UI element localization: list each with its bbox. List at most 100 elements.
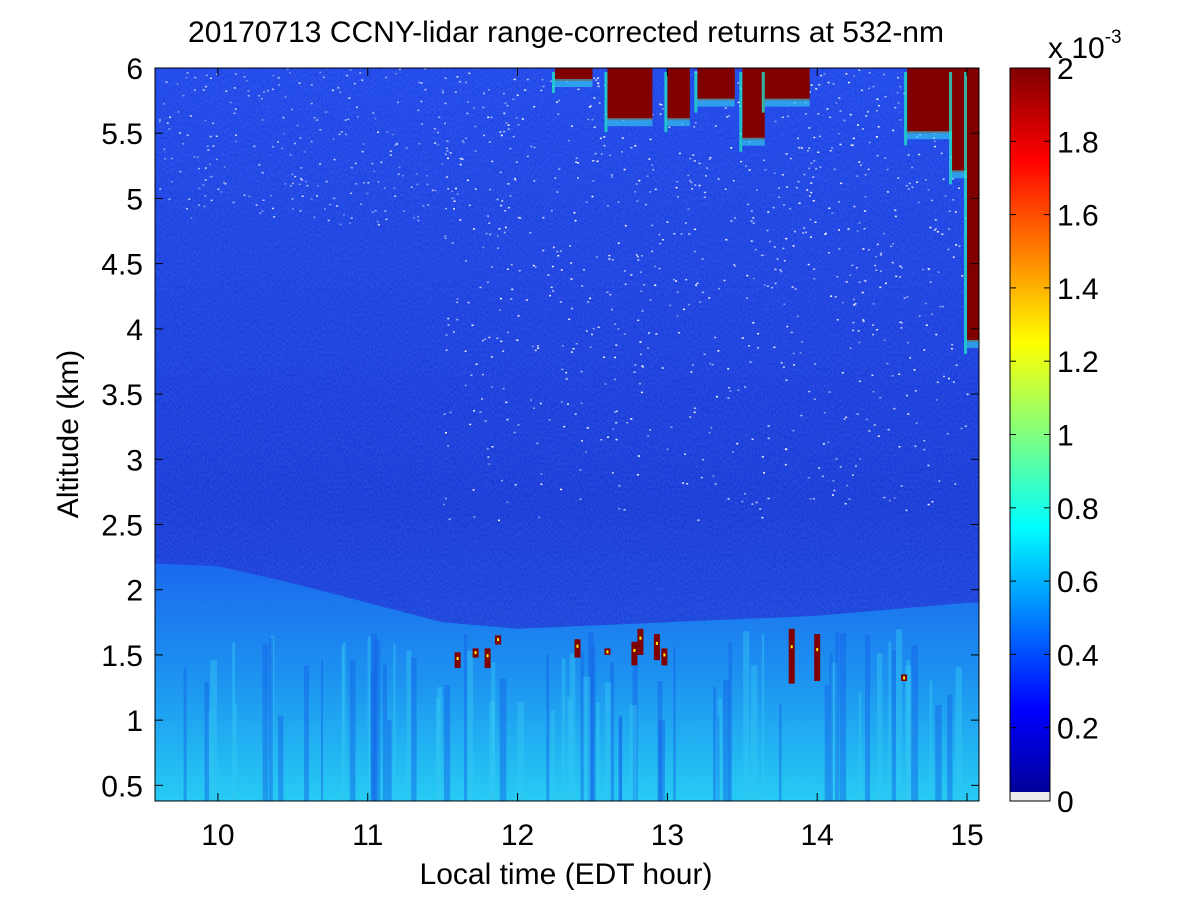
speckle (198, 187, 201, 190)
speckle (868, 87, 870, 90)
speckle (386, 131, 389, 133)
chart-title: 20170713 CCNY-lidar range-corrected retu… (188, 16, 944, 49)
high-cloud-edge (949, 72, 953, 185)
speckle (580, 402, 583, 405)
speckle (380, 161, 383, 164)
speckle (354, 162, 357, 165)
speckle (377, 224, 380, 226)
speckle (892, 129, 895, 132)
speckle (284, 96, 287, 98)
speckle (556, 191, 559, 193)
speckle (611, 472, 614, 474)
speckle (310, 84, 313, 86)
speckle (427, 204, 430, 206)
speckle (299, 137, 302, 139)
speckle (510, 298, 513, 300)
streak (207, 711, 211, 801)
speckle (507, 128, 510, 130)
speckle (431, 189, 434, 192)
speckle (677, 196, 679, 198)
speckle (179, 170, 182, 173)
speckle (521, 118, 524, 120)
speckle (726, 116, 728, 118)
speckle (751, 438, 754, 440)
speckle (708, 297, 711, 299)
speckle (897, 102, 900, 104)
speckle (930, 199, 933, 202)
speckle (163, 148, 166, 151)
speckle (752, 222, 755, 224)
speckle (838, 248, 841, 250)
high-cloud (764, 68, 810, 101)
speckle (362, 143, 365, 145)
speckle (692, 154, 695, 156)
speckle (261, 171, 264, 174)
speckle (659, 242, 662, 245)
streak (718, 698, 723, 801)
speckle (443, 413, 446, 415)
speckle (734, 217, 737, 219)
low-cloud (661, 648, 668, 666)
speckle (204, 167, 207, 169)
speckle (483, 134, 485, 137)
speckle (773, 346, 776, 349)
speckle (504, 102, 507, 104)
speckle (618, 484, 621, 487)
speckle (186, 134, 189, 137)
speckle (456, 318, 459, 321)
speckle (960, 427, 963, 430)
speckle (923, 448, 926, 451)
speckle (540, 483, 543, 485)
speckle (258, 95, 261, 97)
plume-streaks (183, 629, 962, 801)
streak (444, 685, 451, 801)
speckle (159, 188, 162, 190)
speckle (291, 198, 294, 200)
y-axis-label: Altitude (km) (52, 350, 85, 518)
speckle (687, 208, 690, 210)
speckle (447, 445, 450, 447)
speckle (876, 98, 879, 100)
speckle (517, 216, 520, 219)
speckle (548, 419, 551, 421)
streak (583, 676, 591, 801)
speckle (271, 88, 274, 91)
speckle (694, 228, 696, 231)
speckle (928, 268, 930, 271)
speckle (813, 398, 816, 400)
speckle (818, 84, 821, 86)
streak (632, 640, 638, 801)
speckle (291, 207, 294, 210)
low-cloud (788, 628, 795, 684)
speckle (534, 349, 537, 352)
speckle (565, 371, 568, 374)
speckle (741, 337, 744, 339)
speckle (517, 315, 520, 317)
speckle (347, 118, 350, 120)
speckle (643, 284, 646, 286)
speckle (449, 152, 452, 154)
speckle (585, 201, 588, 203)
speckle (194, 76, 197, 79)
speckle (639, 271, 642, 273)
speckle (931, 501, 934, 503)
speckle (185, 77, 188, 79)
speckle (573, 212, 576, 214)
speckle (828, 391, 831, 393)
speckle (745, 297, 748, 299)
speckle (730, 220, 733, 222)
speckle (669, 304, 672, 307)
speckle (298, 183, 301, 186)
speckle (785, 237, 788, 240)
speckle (615, 410, 618, 413)
speckle (887, 428, 890, 431)
speckle (420, 100, 423, 103)
speckle (447, 188, 450, 190)
low-cloud-highlight (497, 638, 500, 642)
speckle (744, 493, 746, 495)
speckle (499, 131, 502, 133)
speckle (714, 483, 717, 485)
speckle (570, 262, 573, 264)
speckle (858, 341, 861, 344)
speckle (693, 160, 696, 162)
